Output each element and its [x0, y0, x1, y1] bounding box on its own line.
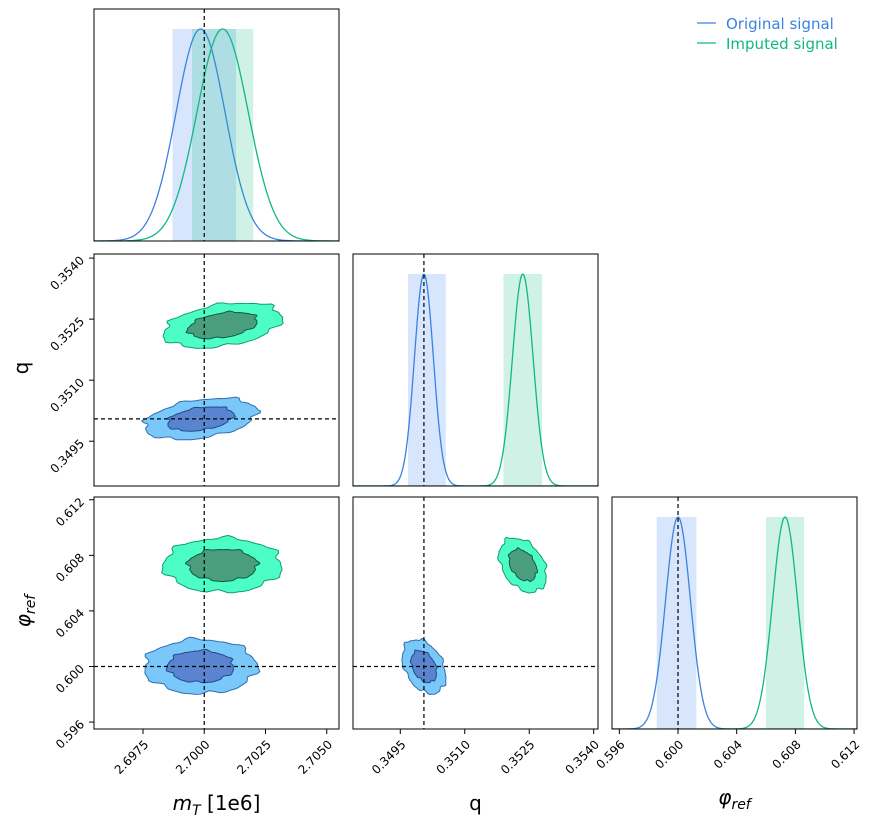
axis-label-sub: T: [192, 803, 202, 819]
axis-label-main: q: [9, 362, 33, 375]
y-axis-label-phi: φref: [11, 593, 39, 628]
legend-label-original: Original signal: [726, 15, 834, 33]
contour-inner-imputed: [507, 547, 539, 582]
y-tick-label: 0.3525: [48, 314, 88, 354]
panel-frame-1-1: [352, 253, 599, 487]
panel-frame-2-0: [93, 496, 340, 730]
x-tick-label: 0.612: [828, 737, 862, 771]
x-axis-label-q: q: [469, 791, 482, 815]
x-axis-label-mt: mT [1e6]: [173, 791, 261, 819]
y-tick-label: 0.612: [53, 495, 87, 529]
axis-label-suffix: [1e6]: [201, 791, 261, 815]
axis-label-main: m: [173, 791, 192, 815]
y-tick-label: 0.3495: [48, 436, 88, 476]
credible-band-imputed: [503, 274, 543, 486]
y-tick-label: 0.600: [53, 662, 87, 696]
panel-frame-2-1: [352, 496, 599, 730]
density-line-imputed: [353, 273, 598, 486]
credible-band-imputed: [766, 517, 805, 729]
axis-label-sub: ref: [23, 593, 39, 614]
axis-label-main: φ: [718, 785, 731, 809]
y-axis-label-q: q: [9, 362, 33, 375]
marginal-mt: [94, 9, 339, 241]
legend-label-imputed: Imputed signal: [726, 35, 838, 53]
axis-label-main: q: [469, 791, 482, 815]
panel-frame-0-0: [93, 8, 340, 242]
credible-band-original: [408, 274, 446, 486]
panel-frame-1-0: [93, 253, 340, 487]
x-axis-label-phi: φref: [718, 785, 753, 813]
legend: Original signal Imputed signal: [697, 15, 838, 53]
x-tick-label: 0.600: [652, 737, 686, 771]
x-tick-label: 0.3525: [498, 737, 538, 777]
density-line-imputed: [94, 28, 339, 241]
x-tick-label: 0.604: [711, 737, 745, 771]
y-tick-label: 0.608: [53, 551, 87, 585]
y-tick-label: 0.3510: [48, 375, 88, 415]
credible-band-imputed: [192, 29, 254, 241]
marginal-q: [353, 254, 598, 486]
contour-inner-imputed: [184, 548, 261, 583]
marginal-phi: [612, 497, 857, 729]
y-tick-label: 0.604: [53, 606, 87, 640]
panel-frame-2-2: [611, 496, 858, 730]
axis-label-main: φ: [11, 614, 35, 627]
y-tick-label: 0.596: [53, 717, 87, 751]
x-tick-label: 0.3495: [369, 737, 409, 777]
x-tick-label: 0.608: [770, 737, 804, 771]
x-tick-label: 2.7000: [173, 737, 213, 777]
x-tick-label: 0.596: [593, 737, 627, 771]
density-line-imputed: [612, 516, 857, 729]
density-line-original: [353, 273, 598, 486]
y-tick-label: 0.3540: [48, 253, 88, 293]
x-tick-label: 2.6975: [112, 737, 152, 777]
x-tick-label: 0.3540: [562, 737, 602, 777]
contour-q-phi: [353, 497, 598, 729]
x-tick-label: 2.7050: [295, 737, 335, 777]
x-tick-label: 2.7025: [234, 737, 274, 777]
contour-mt-phi: [94, 497, 339, 729]
x-tick-label: 0.3510: [433, 737, 473, 777]
density-line-original: [612, 516, 857, 729]
axis-label-sub: ref: [731, 797, 752, 813]
contour-mt-q: [94, 254, 339, 486]
